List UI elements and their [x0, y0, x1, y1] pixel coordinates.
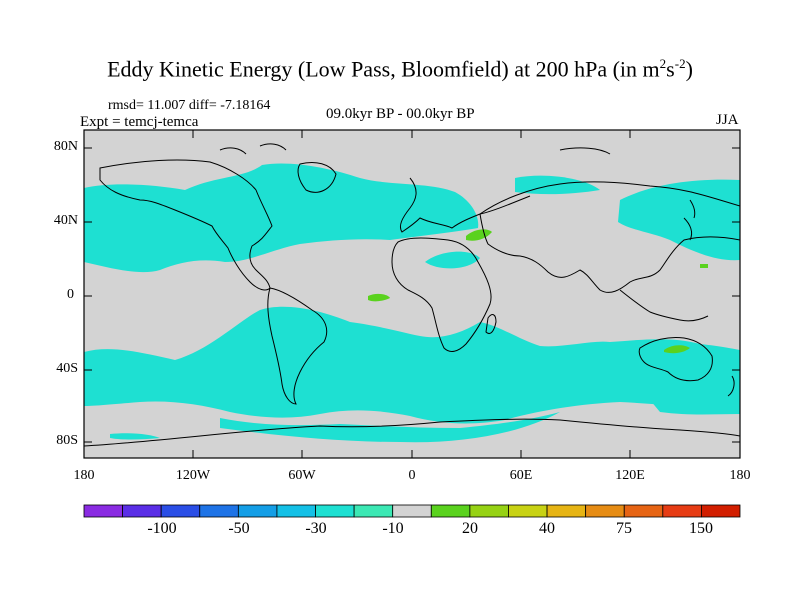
asia-outline — [479, 181, 740, 293]
colorbar-label-minus-30: -30 — [305, 520, 327, 537]
positive-anomaly-pacific-dot — [700, 264, 708, 268]
colorbar-label-40: 40 — [539, 520, 555, 537]
colorbar-box-2 — [160, 504, 201, 518]
africa-outline — [391, 237, 492, 352]
period-label: 09.0kyr BP - 00.0kyr BP — [326, 106, 475, 122]
colorbar-box-12 — [546, 504, 587, 518]
colorbar-box-9 — [430, 504, 471, 518]
y-tick-80n: 80N — [53, 139, 78, 154]
australia-outline — [638, 337, 713, 382]
nh-anomaly-band — [84, 163, 479, 273]
positive-anomaly-australia — [664, 345, 690, 354]
title-mid: s — [666, 56, 675, 82]
madagascar-outline — [485, 314, 497, 335]
new-zealand-outline — [727, 375, 735, 397]
colorbar — [83, 504, 741, 518]
south-america-outline — [267, 287, 328, 405]
colorbar-box-14 — [623, 504, 664, 518]
colorbar-box-7 — [353, 504, 394, 518]
x-tick-180w: 180 — [73, 468, 95, 483]
sh-antarctic-band — [220, 412, 560, 443]
colorbar-box-0 — [83, 504, 123, 518]
x-tick-0: 0 — [408, 468, 416, 483]
stats-label: rmsd= 11.007 diff= -7.18164 — [108, 98, 271, 113]
sh-anomaly-band — [84, 306, 740, 424]
colorbar-box-3 — [199, 504, 239, 518]
nh-east-asia-band — [618, 179, 740, 261]
nh-pacific-band — [515, 175, 600, 195]
x-tick-120e: 120E — [615, 468, 645, 483]
x-tick-60w: 60W — [288, 468, 316, 483]
greenland-outline — [297, 161, 337, 193]
arctic-islands-outline — [219, 143, 611, 155]
colorbar-label-75: 75 — [616, 520, 632, 537]
colorbar-box-10 — [469, 504, 509, 518]
colorbar-label-minus-50: -50 — [228, 520, 250, 537]
anomaly-fields — [84, 163, 740, 443]
antarctica-outline — [84, 418, 740, 447]
sh-south-pacific-strip — [110, 433, 160, 440]
y-tick-40n: 40N — [53, 213, 78, 228]
colorbar-label-minus-100: -100 — [147, 520, 177, 537]
colorbar-box-16 — [701, 504, 741, 518]
colorbar-label-20: 20 — [462, 520, 478, 537]
y-axis-ticks — [84, 147, 740, 443]
colorbar-box-11 — [508, 504, 548, 518]
x-tick-180e: 180 — [729, 468, 751, 483]
colorbar-label-150: 150 — [689, 520, 713, 537]
y-tick-40s: 40S — [56, 361, 78, 376]
japan-outline — [683, 199, 696, 241]
coastlines — [84, 143, 740, 447]
season-label: JJA — [716, 112, 739, 128]
x-tick-60e: 60E — [509, 468, 533, 483]
title-end: ) — [685, 56, 693, 82]
sh-east-patch — [650, 394, 740, 415]
positive-anomaly-middle-east — [466, 229, 492, 241]
colorbar-box-4 — [237, 504, 278, 518]
positive-anomaly-gulf-guinea — [368, 293, 390, 302]
colorbar-label-minus-10: -10 — [382, 520, 404, 537]
y-tick-0: 0 — [67, 287, 74, 302]
x-axis-ticks — [83, 130, 741, 458]
x-tick-120w: 120W — [175, 468, 211, 483]
title-sup2: -2 — [674, 56, 686, 71]
colorbar-box-5 — [276, 504, 316, 518]
mid-atlantic-blob — [425, 251, 480, 269]
colorbar-box-1 — [122, 504, 162, 518]
title-sup1: 2 — [659, 56, 667, 71]
colorbar-box-6 — [315, 504, 355, 518]
plot-title: Eddy Kinetic Energy (Low Pass, Bloomfiel… — [0, 56, 800, 82]
colorbar-box-13 — [585, 504, 625, 518]
y-tick-80s: 80S — [56, 433, 78, 448]
southeast-asia-outline — [619, 289, 709, 322]
colorbar-box-15 — [662, 504, 702, 518]
title-main: Eddy Kinetic Energy (Low Pass, Bloomfiel… — [107, 56, 660, 82]
nh-west-edge — [84, 218, 120, 248]
colorbar-box-8 — [392, 504, 432, 518]
experiment-label: Expt = temcj-temca — [80, 114, 199, 130]
